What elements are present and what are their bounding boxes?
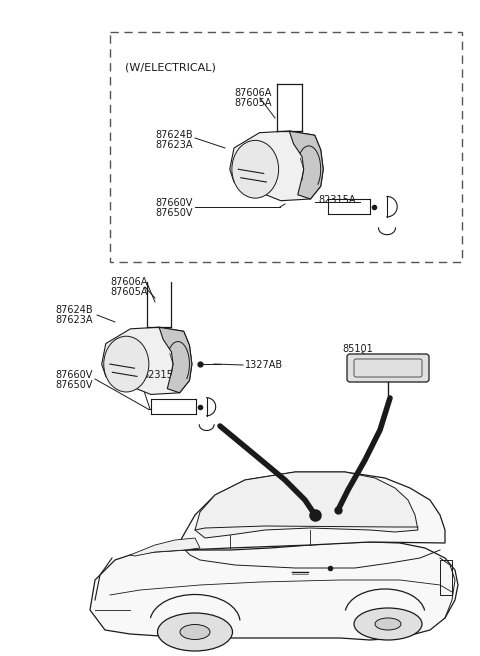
Bar	[440, 560, 452, 595]
Text: 85101: 85101	[342, 344, 373, 354]
Text: 87623A: 87623A	[155, 140, 192, 150]
Polygon shape	[195, 472, 418, 538]
Ellipse shape	[354, 608, 422, 640]
Text: 87605A: 87605A	[234, 98, 272, 108]
Polygon shape	[289, 131, 323, 199]
Text: 87624B: 87624B	[155, 130, 192, 140]
Polygon shape	[90, 542, 458, 640]
Text: 82315A: 82315A	[142, 370, 180, 380]
Text: 87650V: 87650V	[55, 380, 93, 390]
Text: 87650V: 87650V	[155, 208, 192, 218]
Polygon shape	[159, 327, 192, 393]
Ellipse shape	[104, 337, 149, 392]
Text: 1327AB: 1327AB	[245, 360, 283, 370]
Ellipse shape	[180, 625, 210, 640]
FancyBboxPatch shape	[347, 354, 429, 382]
Polygon shape	[230, 131, 323, 201]
Text: 87660V: 87660V	[155, 198, 192, 208]
Ellipse shape	[157, 613, 232, 651]
Polygon shape	[130, 538, 200, 556]
Ellipse shape	[375, 618, 401, 630]
Text: 87660V: 87660V	[55, 370, 92, 380]
Text: 87623A: 87623A	[55, 315, 93, 325]
Text: 87606A: 87606A	[110, 277, 147, 287]
Text: (W/ELECTRICAL): (W/ELECTRICAL)	[125, 62, 216, 72]
Ellipse shape	[232, 140, 278, 198]
Text: 87605A: 87605A	[110, 287, 147, 297]
Polygon shape	[102, 327, 192, 394]
Text: 87606A: 87606A	[234, 88, 271, 98]
Text: 82315A: 82315A	[318, 195, 356, 205]
Polygon shape	[175, 472, 445, 550]
Text: 87624B: 87624B	[55, 305, 93, 315]
